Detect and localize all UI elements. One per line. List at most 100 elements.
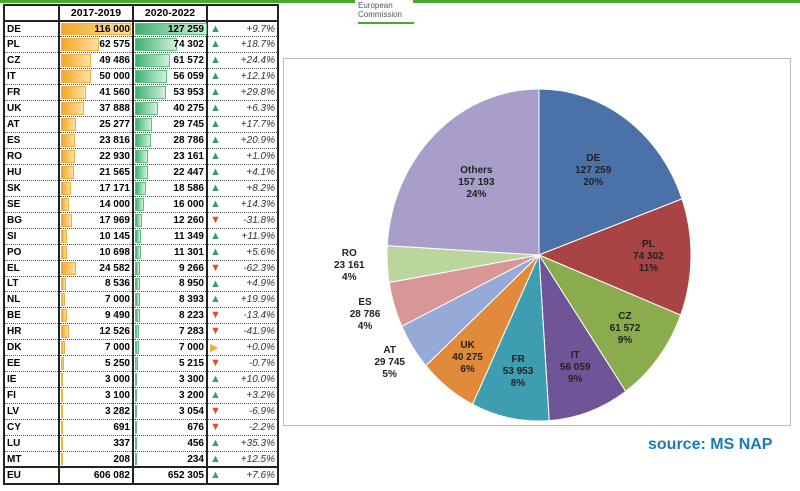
- trend-up-icon: ▲: [210, 54, 221, 67]
- data-bar: [61, 165, 74, 179]
- country-code: DK: [3, 339, 60, 357]
- value-2017-2019: 12 526: [58, 323, 134, 341]
- value-2020-2022: 9 266: [132, 260, 208, 277]
- table-row: PO 10 698 11 301 ▲ +5.6%: [3, 244, 279, 261]
- data-bar: [135, 229, 142, 243]
- table-row: IE 3 000 3 300 ▲ +10.0%: [3, 371, 279, 389]
- value-2017-2019: 37 888: [58, 100, 134, 118]
- value-2017-2019: 50 000: [58, 68, 134, 86]
- data-bar: [135, 134, 152, 147]
- data-bar: [135, 150, 149, 163]
- change-pct: ▲ +12.5%: [206, 451, 279, 468]
- table-row: SK 17 171 18 586 ▲ +8.2%: [3, 180, 279, 197]
- trend-up-icon: ▲: [210, 102, 221, 115]
- value-2017-2019: 22 930: [58, 148, 134, 165]
- table-row: HU 21 565 22 447 ▲ +4.1%: [3, 164, 279, 181]
- trend-flat-icon: ▶: [210, 342, 219, 355]
- data-bar: [61, 389, 63, 402]
- value-2020-2022: 11 301: [132, 244, 208, 261]
- header-2017-2019: 2017-2019: [58, 4, 134, 22]
- trend-up-icon: ▲: [210, 134, 221, 147]
- data-bar: [135, 309, 140, 323]
- table-row: LU 337 456 ▲ +35.3%: [3, 435, 279, 452]
- trend-up-icon: ▲: [210, 38, 221, 51]
- change-pct: ▲ +35.3%: [206, 435, 279, 452]
- value-2020-2022: 234: [132, 451, 208, 468]
- trend-down-icon: ▼: [210, 420, 221, 433]
- change-pct: ▲ +1.0%: [206, 148, 279, 165]
- country-code: RO: [3, 148, 60, 165]
- data-bar: [135, 118, 152, 132]
- data-bar: [61, 86, 87, 100]
- value-2017-2019: 25 277: [58, 116, 134, 134]
- value-2020-2022: 29 745: [132, 116, 208, 134]
- table-row: FI 3 100 3 200 ▲ +3.2%: [3, 387, 279, 404]
- table-row: LV 3 282 3 054 ▼ -6.9%: [3, 403, 279, 420]
- trend-up-icon: ▲: [210, 436, 221, 449]
- slice-label: DE 127 259 20%: [575, 152, 612, 188]
- pie-chart: [386, 88, 692, 422]
- data-bar: [135, 70, 167, 84]
- country-code: PL: [3, 36, 60, 54]
- data-bar: [61, 118, 77, 132]
- logo-text: European: [358, 1, 393, 10]
- country-code: CZ: [3, 52, 60, 70]
- total-row: EU 606 082 652 305 ▲ +7.6%: [3, 466, 279, 486]
- value-2017-2019: 116 000: [58, 21, 134, 38]
- trend-up-icon: ▲: [210, 373, 221, 386]
- data-bar: [135, 54, 170, 68]
- trend-down-icon: ▼: [210, 405, 221, 417]
- value-2017-2019: 23 816: [58, 132, 134, 149]
- data-bar: [135, 181, 146, 195]
- data-bar: [135, 277, 141, 291]
- top-green-line: [0, 0, 355, 3]
- change-pct: ▼ -31.8%: [206, 212, 279, 229]
- trend-up-icon: ▲: [210, 181, 221, 194]
- data-bar: [61, 325, 69, 339]
- country-code: CY: [3, 419, 60, 436]
- change-pct: ▲ +9.7%: [206, 21, 279, 38]
- pie-slice-cz: [537, 253, 682, 393]
- data-bar: [61, 54, 91, 68]
- change-pct: ▼ -2.2%: [206, 419, 279, 436]
- change-pct: ▲ +10.0%: [206, 371, 279, 389]
- data-bar: [135, 405, 137, 418]
- data-bar: [61, 213, 72, 227]
- pie-slice-pl: [537, 198, 692, 316]
- trend-up-icon: ▲: [210, 70, 221, 83]
- value-2020-2022: 22 447: [132, 164, 208, 181]
- table-row: CZ 49 486 61 572 ▲ +24.4%: [3, 52, 279, 70]
- data-bar: [135, 38, 178, 52]
- country-code: LU: [3, 435, 60, 452]
- data-bar: [135, 165, 148, 179]
- table-row: CY 691 676 ▼ -2.2%: [3, 419, 279, 436]
- slice-label: AT 29 745 5%: [374, 345, 405, 381]
- trend-up-icon: ▲: [210, 469, 221, 482]
- data-bar: [135, 86, 166, 100]
- value-2020-2022: 11 349: [132, 228, 208, 245]
- slice-label: FR 53 953 8%: [502, 354, 534, 390]
- value-2017-2019: 208: [58, 451, 134, 468]
- value-2017-2019: 17 171: [58, 180, 134, 197]
- country-code: EE: [3, 355, 60, 373]
- data-bar: [135, 197, 145, 211]
- change-pct: ▲ +6.3%: [206, 100, 279, 118]
- header-country: [3, 4, 60, 22]
- change-pct: ▲ +14.3%: [206, 196, 279, 213]
- table-row: BG 17 969 12 260 ▼ -31.8%: [3, 212, 279, 229]
- change-pct: ▲ +8.2%: [206, 180, 279, 197]
- slice-label: PL 74 302 11%: [633, 238, 664, 274]
- value-2017-2019: 24 582: [58, 260, 134, 277]
- change-pct: ▼ -13.4%: [206, 307, 279, 325]
- country-code: IT: [3, 68, 60, 86]
- trend-up-icon: ▲: [210, 23, 221, 35]
- change-pct: ▶ +0.0%: [206, 339, 279, 357]
- value-2017-2019: 5 250: [58, 355, 134, 373]
- value-2017-2019: 9 490: [58, 307, 134, 325]
- value-2017-2019: 7 000: [58, 291, 134, 309]
- value-2020-2022: 40 275: [132, 100, 208, 118]
- change-pct: ▼ -0.7%: [206, 355, 279, 373]
- table-row: RO 22 930 23 161 ▲ +1.0%: [3, 148, 279, 165]
- value-2020-2022: 56 059: [132, 68, 208, 86]
- data-bar: [135, 102, 158, 116]
